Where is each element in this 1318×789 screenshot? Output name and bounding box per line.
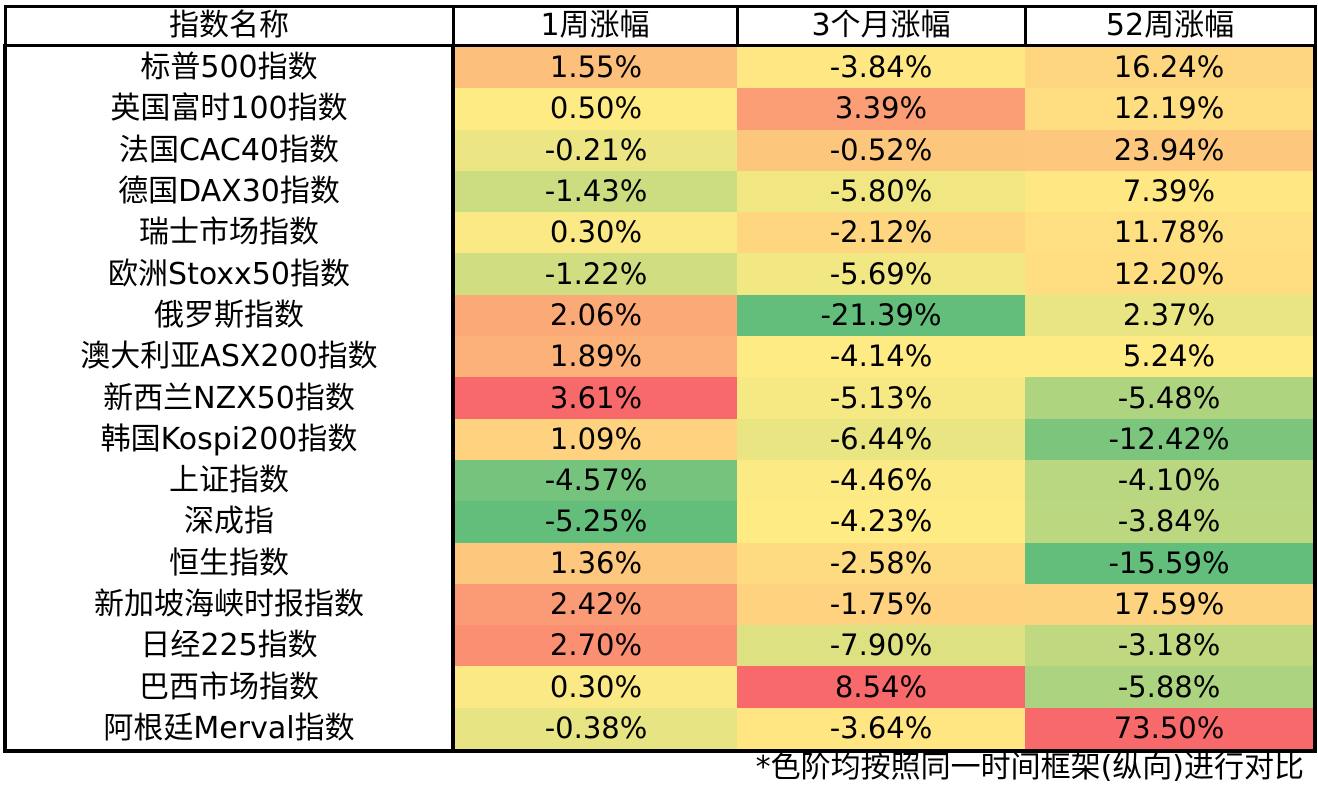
month-3-cell: 8.54% xyxy=(737,666,1025,708)
month-3-cell: -6.44% xyxy=(737,418,1025,460)
week-1-cell: 0.50% xyxy=(453,88,737,130)
index-name-cell: 日经225指数 xyxy=(3,625,455,667)
week-52-cell: -3.84% xyxy=(1025,501,1317,543)
table-row: 澳大利亚ASX200指数 1.89% -4.14% 5.24% xyxy=(3,336,1317,378)
week-1-cell: 2.06% xyxy=(453,294,737,337)
index-name-cell: 深成指 xyxy=(3,501,455,543)
index-name-cell: 欧洲Stoxx50指数 xyxy=(3,253,455,295)
week-52-cell: 17.59% xyxy=(1025,583,1317,626)
week-52-cell: -5.88% xyxy=(1025,666,1317,708)
week-1-cell: -1.22% xyxy=(453,253,737,295)
index-name-cell: 恒生指数 xyxy=(3,542,455,584)
table-row: 欧洲Stoxx50指数 -1.22% -5.69% 12.20% xyxy=(3,253,1317,295)
header-row: 指数名称 1周涨幅 3个月涨幅 52周涨幅 xyxy=(3,5,1317,47)
week-1-cell: 1.09% xyxy=(453,418,737,460)
index-name-cell: 英国富时100指数 xyxy=(3,88,455,130)
table-row: 日经225指数 2.70% -7.90% -3.18% xyxy=(3,625,1317,667)
week-1-cell: 2.70% xyxy=(453,625,737,667)
week-1-cell: 1.89% xyxy=(453,336,737,378)
table-row: 英国富时100指数 0.50% 3.39% 12.19% xyxy=(3,88,1317,130)
month-3-cell: -5.80% xyxy=(737,170,1025,213)
table-row: 俄罗斯指数 2.06% -21.39% 2.37% xyxy=(3,294,1317,337)
month-3-cell: -21.39% xyxy=(737,294,1025,337)
index-name-cell: 新加坡海峡时报指数 xyxy=(3,583,455,626)
index-name-cell: 法国CAC40指数 xyxy=(3,129,455,171)
week-52-cell: -4.10% xyxy=(1025,459,1317,502)
header-index-name: 指数名称 xyxy=(3,5,455,47)
week-1-cell: -4.57% xyxy=(453,459,737,502)
month-3-cell: -1.75% xyxy=(737,583,1025,626)
month-3-cell: -0.52% xyxy=(737,129,1025,171)
heatmap-table: 指数名称 1周涨幅 3个月涨幅 52周涨幅 标普500指数 1.55% -3.84%… xyxy=(3,5,1317,754)
month-3-cell: -3.64% xyxy=(737,707,1025,754)
month-3-cell: -5.13% xyxy=(737,377,1025,419)
week-52-cell: -3.18% xyxy=(1025,625,1317,667)
index-name-cell: 俄罗斯指数 xyxy=(3,294,455,337)
index-name-cell: 德国DAX30指数 xyxy=(3,170,455,213)
month-3-cell: -2.58% xyxy=(737,542,1025,584)
month-3-cell: -7.90% xyxy=(737,625,1025,667)
table-row: 韩国Kospi200指数 1.09% -6.44% -12.42% xyxy=(3,418,1317,460)
month-3-cell: -4.46% xyxy=(737,459,1025,502)
month-3-cell: -4.14% xyxy=(737,336,1025,378)
index-name-cell: 新西兰NZX50指数 xyxy=(3,377,455,419)
index-name-cell: 巴西市场指数 xyxy=(3,666,455,708)
footnote: *色阶均按照同一时间框架(纵向)进行对比 xyxy=(755,750,1304,785)
month-3-cell: 3.39% xyxy=(737,88,1025,130)
week-1-cell: 1.36% xyxy=(453,542,737,584)
table-row: 瑞士市场指数 0.30% -2.12% 11.78% xyxy=(3,212,1317,254)
week-1-cell: 0.30% xyxy=(453,666,737,708)
week-1-cell: -1.43% xyxy=(453,170,737,213)
header-52-week: 52周涨幅 xyxy=(1023,5,1317,47)
table-row: 新加坡海峡时报指数 2.42% -1.75% 17.59% xyxy=(3,583,1317,626)
month-3-cell: -5.69% xyxy=(737,253,1025,295)
table-row: 深成指 -5.25% -4.23% -3.84% xyxy=(3,501,1317,543)
table-row: 标普500指数 1.55% -3.84% 16.24% xyxy=(3,45,1317,89)
month-3-cell: -4.23% xyxy=(737,501,1025,543)
table-body: 标普500指数 1.55% -3.84% 16.24% 英国富时100指数 0.50% 3.… xyxy=(3,45,1317,754)
week-1-cell: -0.38% xyxy=(453,707,737,754)
week-52-cell: 23.94% xyxy=(1025,129,1317,171)
week-52-cell: 7.39% xyxy=(1025,170,1317,213)
week-52-cell: 73.50% xyxy=(1025,707,1317,754)
table-row: 德国DAX30指数 -1.43% -5.80% 7.39% xyxy=(3,170,1317,213)
week-52-cell: 12.19% xyxy=(1025,88,1317,130)
index-name-cell: 标普500指数 xyxy=(3,45,455,89)
table-row: 新西兰NZX50指数 3.61% -5.13% -5.48% xyxy=(3,377,1317,419)
week-52-cell: -12.42% xyxy=(1025,418,1317,460)
header-3-month: 3个月涨幅 xyxy=(735,5,1027,47)
table-row: 巴西市场指数 0.30% 8.54% -5.88% xyxy=(3,666,1317,708)
week-1-cell: -5.25% xyxy=(453,501,737,543)
week-1-cell: -0.21% xyxy=(453,129,737,171)
month-3-cell: -2.12% xyxy=(737,212,1025,254)
week-52-cell: -5.48% xyxy=(1025,377,1317,419)
table-row: 阿根廷Merval指数 -0.38% -3.64% 73.50% xyxy=(3,707,1317,754)
index-name-cell: 上证指数 xyxy=(3,459,455,502)
week-52-cell: 12.20% xyxy=(1025,253,1317,295)
index-performance-table: 指数名称 1周涨幅 3个月涨幅 52周涨幅 标普500指数 1.55% -3.84%… xyxy=(3,5,1317,754)
index-name-cell: 阿根廷Merval指数 xyxy=(3,707,455,754)
table-row: 恒生指数 1.36% -2.58% -15.59% xyxy=(3,542,1317,584)
index-name-cell: 澳大利亚ASX200指数 xyxy=(3,336,455,378)
week-1-cell: 3.61% xyxy=(453,377,737,419)
week-52-cell: -15.59% xyxy=(1025,542,1317,584)
week-1-cell: 0.30% xyxy=(453,212,737,254)
week-52-cell: 11.78% xyxy=(1025,212,1317,254)
table-row: 上证指数 -4.57% -4.46% -4.10% xyxy=(3,459,1317,502)
week-1-cell: 2.42% xyxy=(453,583,737,626)
week-1-cell: 1.55% xyxy=(453,45,737,89)
index-name-cell: 瑞士市场指数 xyxy=(3,212,455,254)
week-52-cell: 5.24% xyxy=(1025,336,1317,378)
header-1-week: 1周涨幅 xyxy=(451,5,739,47)
index-name-cell: 韩国Kospi200指数 xyxy=(3,418,455,460)
week-52-cell: 2.37% xyxy=(1025,294,1317,337)
month-3-cell: -3.84% xyxy=(737,45,1025,89)
week-52-cell: 16.24% xyxy=(1025,45,1317,89)
table-row: 法国CAC40指数 -0.21% -0.52% 23.94% xyxy=(3,129,1317,171)
